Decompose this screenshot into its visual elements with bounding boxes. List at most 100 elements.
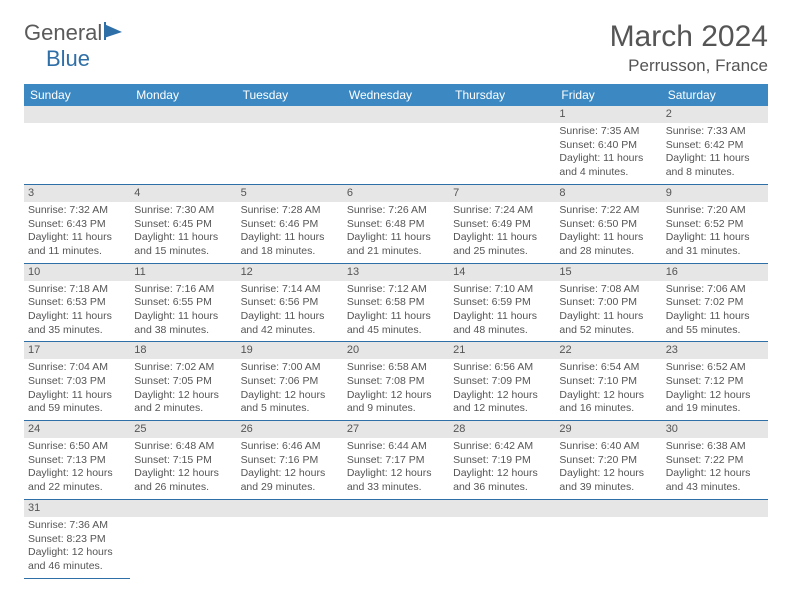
sunrise-line: Sunrise: 7:08 AM: [559, 283, 657, 297]
daylight-line: Daylight: 12 hours and 46 minutes.: [28, 546, 126, 573]
sunset-line: Sunset: 6:55 PM: [134, 296, 232, 310]
sunset-line: Sunset: 7:22 PM: [666, 454, 764, 468]
day-details: Sunrise: 7:10 AMSunset: 6:59 PMDaylight:…: [449, 281, 555, 342]
day-number: 7: [449, 185, 555, 202]
title-block: March 2024 Perrusson, France: [610, 20, 768, 76]
day-details: Sunrise: 7:30 AMSunset: 6:45 PMDaylight:…: [130, 202, 236, 263]
daylight-line: Daylight: 11 hours and 28 minutes.: [559, 231, 657, 258]
day-details: Sunrise: 7:22 AMSunset: 6:50 PMDaylight:…: [555, 202, 661, 263]
calendar-cell: 1Sunrise: 7:35 AMSunset: 6:40 PMDaylight…: [555, 106, 661, 184]
sunrise-line: Sunrise: 6:54 AM: [559, 361, 657, 375]
daylight-line: Daylight: 12 hours and 33 minutes.: [347, 467, 445, 494]
day-number: 31: [24, 500, 130, 517]
day-details: Sunrise: 6:42 AMSunset: 7:19 PMDaylight:…: [449, 438, 555, 499]
sunset-line: Sunset: 6:48 PM: [347, 218, 445, 232]
day-details: Sunrise: 7:02 AMSunset: 7:05 PMDaylight:…: [130, 359, 236, 420]
daylight-line: Daylight: 11 hours and 11 minutes.: [28, 231, 126, 258]
day-details: Sunrise: 7:18 AMSunset: 6:53 PMDaylight:…: [24, 281, 130, 342]
daylight-line: Daylight: 11 hours and 18 minutes.: [241, 231, 339, 258]
day-details: Sunrise: 7:16 AMSunset: 6:55 PMDaylight:…: [130, 281, 236, 342]
sunset-line: Sunset: 6:45 PM: [134, 218, 232, 232]
calendar-cell: 26Sunrise: 6:46 AMSunset: 7:16 PMDayligh…: [237, 421, 343, 500]
day-number: 1: [555, 106, 661, 123]
day-number: 8: [555, 185, 661, 202]
day-details: Sunrise: 7:06 AMSunset: 7:02 PMDaylight:…: [662, 281, 768, 342]
sunrise-line: Sunrise: 6:40 AM: [559, 440, 657, 454]
calendar-cell: 25Sunrise: 6:48 AMSunset: 7:15 PMDayligh…: [130, 421, 236, 500]
brand-part2: Blue: [46, 46, 90, 72]
day-details: Sunrise: 7:00 AMSunset: 7:06 PMDaylight:…: [237, 359, 343, 420]
daylight-line: Daylight: 12 hours and 29 minutes.: [241, 467, 339, 494]
day-number: [237, 106, 343, 123]
daylight-line: Daylight: 11 hours and 55 minutes.: [666, 310, 764, 337]
daylight-line: Daylight: 12 hours and 22 minutes.: [28, 467, 126, 494]
brand-logo: General: [24, 20, 126, 46]
day-number: 16: [662, 264, 768, 281]
day-details: Sunrise: 6:48 AMSunset: 7:15 PMDaylight:…: [130, 438, 236, 499]
day-details: Sunrise: 7:24 AMSunset: 6:49 PMDaylight:…: [449, 202, 555, 263]
day-number: [343, 500, 449, 517]
calendar-cell: 2Sunrise: 7:33 AMSunset: 6:42 PMDaylight…: [662, 106, 768, 184]
calendar-cell: [237, 499, 343, 578]
sunrise-line: Sunrise: 6:50 AM: [28, 440, 126, 454]
calendar-cell: 4Sunrise: 7:30 AMSunset: 6:45 PMDaylight…: [130, 184, 236, 263]
day-number: 24: [24, 421, 130, 438]
sunrise-line: Sunrise: 7:00 AM: [241, 361, 339, 375]
sunset-line: Sunset: 6:46 PM: [241, 218, 339, 232]
calendar-row: 31Sunrise: 7:36 AMSunset: 8:23 PMDayligh…: [24, 499, 768, 578]
sunset-line: Sunset: 7:03 PM: [28, 375, 126, 389]
daylight-line: Daylight: 12 hours and 5 minutes.: [241, 389, 339, 416]
calendar-cell: 21Sunrise: 6:56 AMSunset: 7:09 PMDayligh…: [449, 342, 555, 421]
calendar-cell: 16Sunrise: 7:06 AMSunset: 7:02 PMDayligh…: [662, 263, 768, 342]
day-details: Sunrise: 7:33 AMSunset: 6:42 PMDaylight:…: [662, 123, 768, 184]
calendar-cell: 5Sunrise: 7:28 AMSunset: 6:46 PMDaylight…: [237, 184, 343, 263]
sunset-line: Sunset: 6:59 PM: [453, 296, 551, 310]
day-number: 27: [343, 421, 449, 438]
sunset-line: Sunset: 7:19 PM: [453, 454, 551, 468]
day-number: 14: [449, 264, 555, 281]
sunset-line: Sunset: 6:40 PM: [559, 139, 657, 153]
sunset-line: Sunset: 7:02 PM: [666, 296, 764, 310]
sunset-line: Sunset: 6:53 PM: [28, 296, 126, 310]
sunset-line: Sunset: 6:56 PM: [241, 296, 339, 310]
calendar-cell: 6Sunrise: 7:26 AMSunset: 6:48 PMDaylight…: [343, 184, 449, 263]
day-number: 25: [130, 421, 236, 438]
day-number: 29: [555, 421, 661, 438]
daylight-line: Daylight: 11 hours and 59 minutes.: [28, 389, 126, 416]
sunrise-line: Sunrise: 6:52 AM: [666, 361, 764, 375]
sunrise-line: Sunrise: 7:22 AM: [559, 204, 657, 218]
sunset-line: Sunset: 7:17 PM: [347, 454, 445, 468]
calendar-cell: 3Sunrise: 7:32 AMSunset: 6:43 PMDaylight…: [24, 184, 130, 263]
calendar-cell: 19Sunrise: 7:00 AMSunset: 7:06 PMDayligh…: [237, 342, 343, 421]
calendar-cell: [343, 499, 449, 578]
day-number: 13: [343, 264, 449, 281]
calendar-cell: 8Sunrise: 7:22 AMSunset: 6:50 PMDaylight…: [555, 184, 661, 263]
daylight-line: Daylight: 12 hours and 12 minutes.: [453, 389, 551, 416]
calendar-cell: 9Sunrise: 7:20 AMSunset: 6:52 PMDaylight…: [662, 184, 768, 263]
day-details: Sunrise: 6:56 AMSunset: 7:09 PMDaylight:…: [449, 359, 555, 420]
daylight-line: Daylight: 11 hours and 52 minutes.: [559, 310, 657, 337]
calendar-cell: 20Sunrise: 6:58 AMSunset: 7:08 PMDayligh…: [343, 342, 449, 421]
daylight-line: Daylight: 12 hours and 26 minutes.: [134, 467, 232, 494]
weekday-header: Friday: [555, 84, 661, 106]
weekday-header: Saturday: [662, 84, 768, 106]
day-details: Sunrise: 6:38 AMSunset: 7:22 PMDaylight:…: [662, 438, 768, 499]
weekday-header: Thursday: [449, 84, 555, 106]
day-number: [24, 106, 130, 123]
calendar-cell: [662, 499, 768, 578]
day-number: 19: [237, 342, 343, 359]
calendar-row: 24Sunrise: 6:50 AMSunset: 7:13 PMDayligh…: [24, 421, 768, 500]
day-number: [130, 500, 236, 517]
calendar-cell: 18Sunrise: 7:02 AMSunset: 7:05 PMDayligh…: [130, 342, 236, 421]
daylight-line: Daylight: 11 hours and 15 minutes.: [134, 231, 232, 258]
daylight-line: Daylight: 11 hours and 21 minutes.: [347, 231, 445, 258]
sunrise-line: Sunrise: 7:10 AM: [453, 283, 551, 297]
daylight-line: Daylight: 12 hours and 19 minutes.: [666, 389, 764, 416]
day-details: Sunrise: 7:26 AMSunset: 6:48 PMDaylight:…: [343, 202, 449, 263]
sunrise-line: Sunrise: 7:14 AM: [241, 283, 339, 297]
sunrise-line: Sunrise: 7:12 AM: [347, 283, 445, 297]
day-number: 6: [343, 185, 449, 202]
sunset-line: Sunset: 7:05 PM: [134, 375, 232, 389]
sunrise-line: Sunrise: 7:04 AM: [28, 361, 126, 375]
day-details: Sunrise: 7:28 AMSunset: 6:46 PMDaylight:…: [237, 202, 343, 263]
